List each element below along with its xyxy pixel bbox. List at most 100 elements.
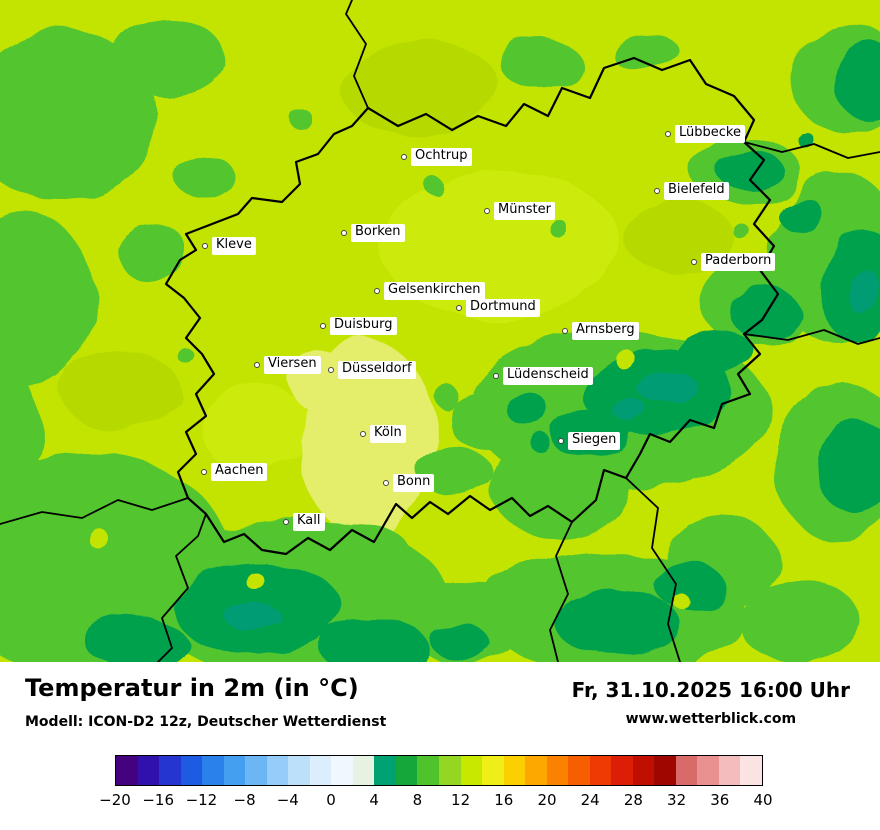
- city-label: Kall: [293, 513, 325, 531]
- colorbar-tick-label: −4: [276, 791, 299, 809]
- colorbar-segment: [417, 756, 439, 785]
- temp-field-dark-patches: [60, 40, 735, 430]
- city-dot-icon: [691, 259, 697, 265]
- colorbar-segment: [546, 756, 569, 785]
- city-label: Viersen: [264, 356, 321, 374]
- city-marker: Lüdenscheid: [493, 367, 593, 385]
- colorbar-segment: [116, 756, 138, 785]
- map-area: Ochtrup Lübbecke Bielefeld Münster Borken Kle…: [0, 0, 880, 662]
- city-dot-icon: [562, 328, 568, 334]
- page-title: Temperatur in 2m (in °C): [25, 674, 359, 702]
- temperature-map: [0, 0, 880, 662]
- colorbar-segment: [159, 756, 181, 785]
- colorbar-segment: [460, 756, 483, 785]
- city-dot-icon: [341, 230, 347, 236]
- city-label: Köln: [370, 425, 406, 443]
- city-dot-icon: [374, 288, 380, 294]
- colorbar: [115, 755, 763, 786]
- city-marker: Bonn: [383, 474, 435, 492]
- colorbar-wrap: −20 −16 −12 −8 −4 0 4 8 12 16 20 24 28 32 36 40: [99, 755, 773, 811]
- colorbar-tick-label: 24: [580, 791, 600, 809]
- colorbar-segment: [438, 756, 461, 785]
- colorbar-segment: [202, 756, 224, 785]
- colorbar-segment: [589, 756, 612, 785]
- colorbar-segment: [611, 756, 633, 785]
- city-marker: Siegen: [558, 432, 621, 450]
- colorbar-tick-label: 12: [451, 791, 471, 809]
- colorbar-segment: [331, 756, 353, 785]
- colorbar-tick-label: −12: [185, 791, 218, 809]
- city-marker: Arnsberg: [562, 322, 639, 340]
- city-marker: Borken: [341, 224, 405, 242]
- city-dot-icon: [201, 469, 207, 475]
- city-label: Duisburg: [330, 317, 397, 335]
- website-text: www.wetterblick.com: [625, 711, 797, 727]
- colorbar-tick-label: −16: [142, 791, 175, 809]
- colorbar-tick-labels: −20 −16 −12 −8 −4 0 4 8 12 16 20 24 28 32 36 40: [99, 791, 772, 811]
- colorbar-tick-label: 36: [710, 791, 730, 809]
- colorbar-tick-label: 0: [326, 791, 336, 809]
- city-label: Arnsberg: [572, 322, 639, 340]
- state-borders: [0, 0, 880, 662]
- colorbar-segment: [352, 756, 375, 785]
- city-marker: Dortmund: [456, 299, 540, 317]
- city-label: Lüdenscheid: [503, 367, 593, 385]
- city-marker: Münster: [484, 202, 555, 220]
- city-marker: Lübbecke: [665, 125, 745, 143]
- city-marker: Viersen: [254, 356, 321, 374]
- city-marker: Kall: [283, 513, 325, 531]
- footer: Temperatur in 2m (in °C) Modell: ICON-D2…: [0, 662, 880, 830]
- city-dot-icon: [202, 243, 208, 249]
- city-label: Paderborn: [701, 253, 776, 271]
- city-label: Aachen: [211, 463, 268, 481]
- colorbar-tick-label: −8: [233, 791, 256, 809]
- datetime-block: Fr, 31.10.2025 16:00 Uhr www.wetterblick…: [572, 678, 850, 727]
- colorbar-segment: [288, 756, 310, 785]
- colorbar-tick-label: 16: [494, 791, 514, 809]
- colorbar-segment: [568, 756, 590, 785]
- city-label: Dortmund: [466, 299, 540, 317]
- colorbar-segment: [675, 756, 698, 785]
- city-marker: Bielefeld: [654, 182, 729, 200]
- city-label: Siegen: [568, 432, 621, 450]
- colorbar-segment: [266, 756, 289, 785]
- city-label: Ochtrup: [411, 148, 472, 166]
- city-dot-icon: [254, 362, 260, 368]
- city-dot-icon: [283, 519, 289, 525]
- temp-field-warm-speckles: [90, 346, 690, 610]
- colorbar-tick-label: 32: [667, 791, 687, 809]
- colorbar-segment: [740, 756, 762, 785]
- colorbar-segment: [395, 756, 418, 785]
- city-label: Bielefeld: [664, 182, 729, 200]
- colorbar-segment: [654, 756, 676, 785]
- city-marker: Kleve: [202, 237, 256, 255]
- city-layer: Ochtrup Lübbecke Bielefeld Münster Borken Kle…: [201, 125, 776, 531]
- colorbar-segment: [180, 756, 203, 785]
- city-marker: Düsseldorf: [328, 361, 416, 379]
- colorbar-segment: [718, 756, 741, 785]
- colorbar-segment: [223, 756, 246, 785]
- valid-datetime: Fr, 31.10.2025 16:00 Uhr: [571, 678, 850, 702]
- city-label: Düsseldorf: [338, 361, 416, 379]
- city-dot-icon: [320, 323, 326, 329]
- city-marker: Duisburg: [320, 317, 397, 335]
- colorbar-tick-label: −20: [99, 791, 131, 809]
- city-dot-icon: [654, 188, 660, 194]
- city-marker: Köln: [360, 425, 406, 443]
- colorbar-segment: [632, 756, 655, 785]
- city-label: Münster: [494, 202, 555, 220]
- city-label: Borken: [351, 224, 405, 242]
- colorbar-segment: [245, 756, 267, 785]
- city-dot-icon: [360, 431, 366, 437]
- colorbar-segment: [482, 756, 504, 785]
- neighbor-borders: [0, 0, 880, 662]
- colorbar-tick-label: 28: [623, 791, 643, 809]
- city-dot-icon: [401, 154, 407, 160]
- city-dot-icon: [493, 373, 499, 379]
- city-dot-icon: [456, 305, 462, 311]
- city-dot-icon: [383, 480, 389, 486]
- colorbar-tick-label: 40: [753, 791, 773, 809]
- city-label: Gelsenkirchen: [384, 282, 485, 300]
- model-info: Modell: ICON-D2 12z, Deutscher Wetterdie…: [25, 714, 387, 730]
